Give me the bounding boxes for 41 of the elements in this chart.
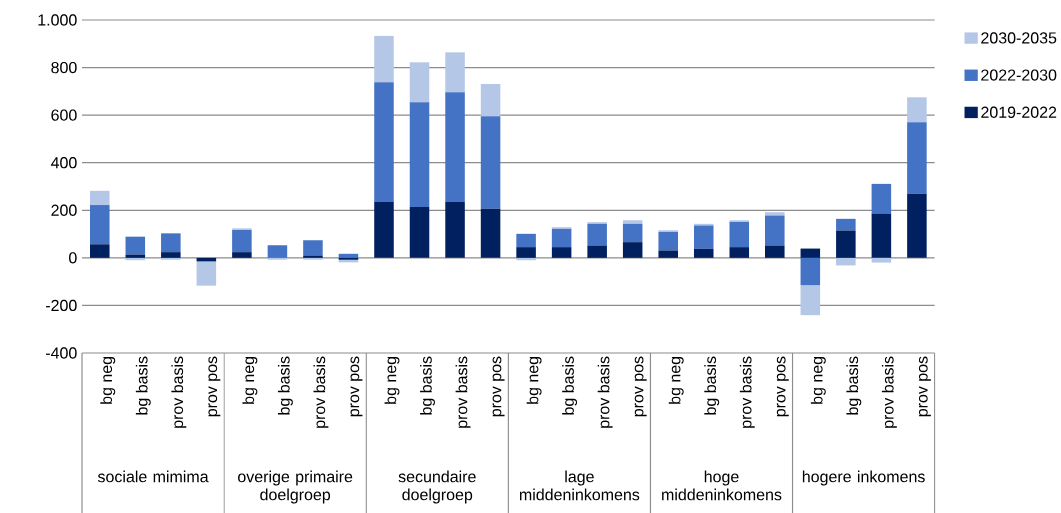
text: hogere inkomens: [802, 470, 925, 486]
x-tick-label: prov pos: [634, 356, 647, 417]
x-tick-label: prov pos: [918, 356, 931, 417]
x-tick-label: bg neg: [526, 356, 542, 404]
x-tick-label: prov pos: [208, 356, 221, 417]
x-tick-label: bg basis: [420, 356, 435, 415]
x-tick-label: bg neg: [100, 356, 116, 404]
text: lage middeninkomens: [519, 470, 640, 501]
x-tick-label: bg neg: [384, 356, 400, 404]
y-tick-label: 200: [51, 204, 77, 216]
text: overige primaire doelgroep: [238, 470, 353, 504]
x-tick-label: bg basis: [277, 356, 293, 415]
x-tick-label: prov pos: [776, 356, 789, 417]
x-tick-label: bg basis: [704, 356, 720, 415]
x-tick-label: bg basis: [562, 356, 578, 415]
y-tick-label: 600: [51, 109, 77, 121]
legend-label: 2022-2030: [981, 69, 1057, 81]
x-tick-label: prov basis: [455, 356, 471, 428]
x-tick-label: bg neg: [668, 356, 684, 404]
text: secundaire doelgroep: [398, 470, 476, 504]
x-tick-label: prov pos: [350, 356, 363, 417]
y-tick-label: -400: [45, 347, 77, 359]
x-tick-label: bg neg: [242, 356, 258, 404]
legend-label: 2019-2022: [981, 106, 1057, 118]
y-tick-label: 400: [50, 157, 77, 169]
y-tick-label: -200: [45, 299, 77, 312]
y-tick-label: 800: [51, 61, 77, 74]
x-tick-label: prov basis: [313, 356, 329, 428]
x-tick-label: prov basis: [739, 356, 755, 428]
y-tick-label: 1.000: [38, 14, 77, 26]
legend-label: 2030-2035: [981, 32, 1057, 44]
y-tick-label: 0: [69, 252, 77, 264]
x-tick-label: prov basis: [597, 356, 613, 428]
text: hoge middeninkomens: [662, 470, 782, 501]
x-tick-label: prov basis: [881, 356, 897, 428]
x-tick-label: prov pos: [492, 356, 505, 417]
text: sociale mimima: [97, 470, 209, 483]
x-tick-label: bg basis: [135, 356, 151, 415]
x-tick-label: prov basis: [171, 356, 187, 428]
x-tick-label: bg neg: [810, 356, 826, 404]
x-tick-label: bg basis: [846, 356, 862, 415]
